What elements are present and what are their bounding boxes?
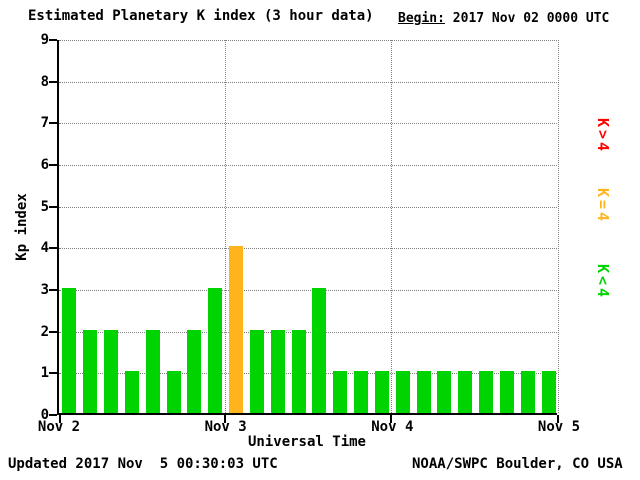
y-tick-mark [49, 80, 57, 83]
x-tick-label: Nov 2 [37, 419, 81, 435]
kp-bar [83, 329, 98, 413]
y-tick-mark [49, 122, 57, 125]
kp-bar [333, 371, 348, 413]
kp-bar [479, 371, 494, 413]
y-tick-mark [49, 247, 57, 250]
y-tick-mark [49, 289, 57, 291]
y-tick-mark [49, 205, 57, 208]
kp-bar [145, 329, 160, 413]
legend-k-lt-4: K<4 [594, 264, 612, 301]
y-tick-mark [49, 330, 57, 333]
y-tick-mark [49, 164, 57, 166]
updated-timestamp: Updated 2017 Nov 5 00:30:03 UTC [8, 456, 278, 472]
source-attribution: NOAA/SWPC Boulder, CO USA [412, 456, 623, 472]
legend-k-gt-4: K>4 [594, 118, 612, 155]
kp-bar [249, 329, 264, 413]
x-tick-mark [223, 415, 226, 423]
legend-k-eq-4: K=4 [594, 188, 612, 225]
kp-bar [416, 371, 431, 413]
y-gridline [59, 123, 557, 125]
begin-value: 2017 Nov 02 0000 UTC [452, 11, 610, 26]
y-tick-label: 7 [40, 115, 49, 132]
y-tick-label: 8 [40, 73, 49, 90]
y-tick-label: 5 [40, 198, 49, 215]
y-gridline [59, 40, 557, 41]
kp-bar [229, 246, 244, 413]
kp-bar [374, 371, 389, 413]
kp-bar [541, 371, 556, 413]
y-tick-label: 2 [40, 323, 49, 340]
y-tick-mark [49, 39, 57, 41]
kp-bar [499, 371, 514, 413]
kp-bar [354, 371, 369, 413]
kp-bar [312, 288, 327, 413]
plot-area: 0 1 2 3 4 5 6 7 8 9 Nov 2 Nov 3 Nov 4 Nov 5 [38, 32, 580, 435]
y-tick-mark [49, 372, 57, 375]
x-tick-mark [59, 415, 61, 423]
x-tick-label: Nov 5 [537, 419, 581, 435]
kp-bar [187, 329, 202, 413]
y-gridline [59, 290, 557, 291]
y-gridline [59, 81, 557, 83]
begin-timestamp: Begin: 2017 Nov 02 0000 UTC [398, 11, 609, 26]
y-tick-label: 1 [40, 365, 49, 382]
y-tick-label: 0 [40, 407, 49, 423]
kp-bar [520, 371, 535, 413]
x-axis-label: Universal Time [247, 434, 366, 450]
x-gridline [558, 40, 559, 413]
kp-bar [166, 371, 181, 413]
kp-bar [270, 329, 285, 413]
x-tick-label: Nov 3 [204, 419, 247, 435]
y-tick-mark [49, 414, 57, 416]
kp-bar [104, 329, 119, 413]
begin-label: Begin: [398, 11, 445, 26]
kp-bar [62, 288, 77, 413]
y-tick-label: 4 [40, 240, 49, 257]
y-tick-label: 6 [40, 157, 49, 173]
chart-title: Estimated Planetary K index (3 hour data… [28, 8, 374, 24]
kp-bar [437, 371, 452, 413]
kp-bar [395, 371, 410, 413]
x-tick-mark [557, 415, 559, 423]
y-gridline [59, 373, 557, 375]
y-gridline [59, 165, 557, 166]
y-gridline [59, 248, 557, 250]
y-tick-label: 9 [40, 32, 49, 48]
kp-bar [208, 288, 223, 413]
kp-bar [458, 371, 473, 413]
y-gridline [59, 206, 557, 208]
kp-bar [291, 329, 306, 413]
x-tick-label: Nov 4 [371, 419, 414, 435]
y-tick-label: 3 [40, 282, 49, 298]
x-gridline [391, 40, 393, 413]
kp-bar [124, 371, 139, 413]
y-gridline [59, 331, 557, 333]
x-gridline [224, 40, 226, 413]
x-tick-mark [390, 415, 393, 423]
